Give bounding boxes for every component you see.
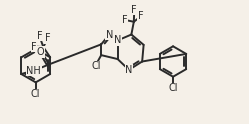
Text: N: N [114, 35, 121, 45]
Text: Cl: Cl [31, 89, 41, 99]
Text: F: F [45, 33, 51, 43]
Text: N: N [125, 65, 133, 75]
Text: Cl: Cl [168, 83, 178, 93]
Text: N: N [106, 30, 113, 40]
Text: F: F [131, 4, 137, 15]
Text: Cl: Cl [91, 61, 101, 71]
Text: O: O [37, 47, 45, 57]
Text: F: F [37, 31, 42, 41]
Text: F: F [138, 11, 143, 21]
Text: NH: NH [26, 66, 41, 76]
Text: F: F [31, 42, 37, 52]
Text: F: F [122, 15, 127, 25]
